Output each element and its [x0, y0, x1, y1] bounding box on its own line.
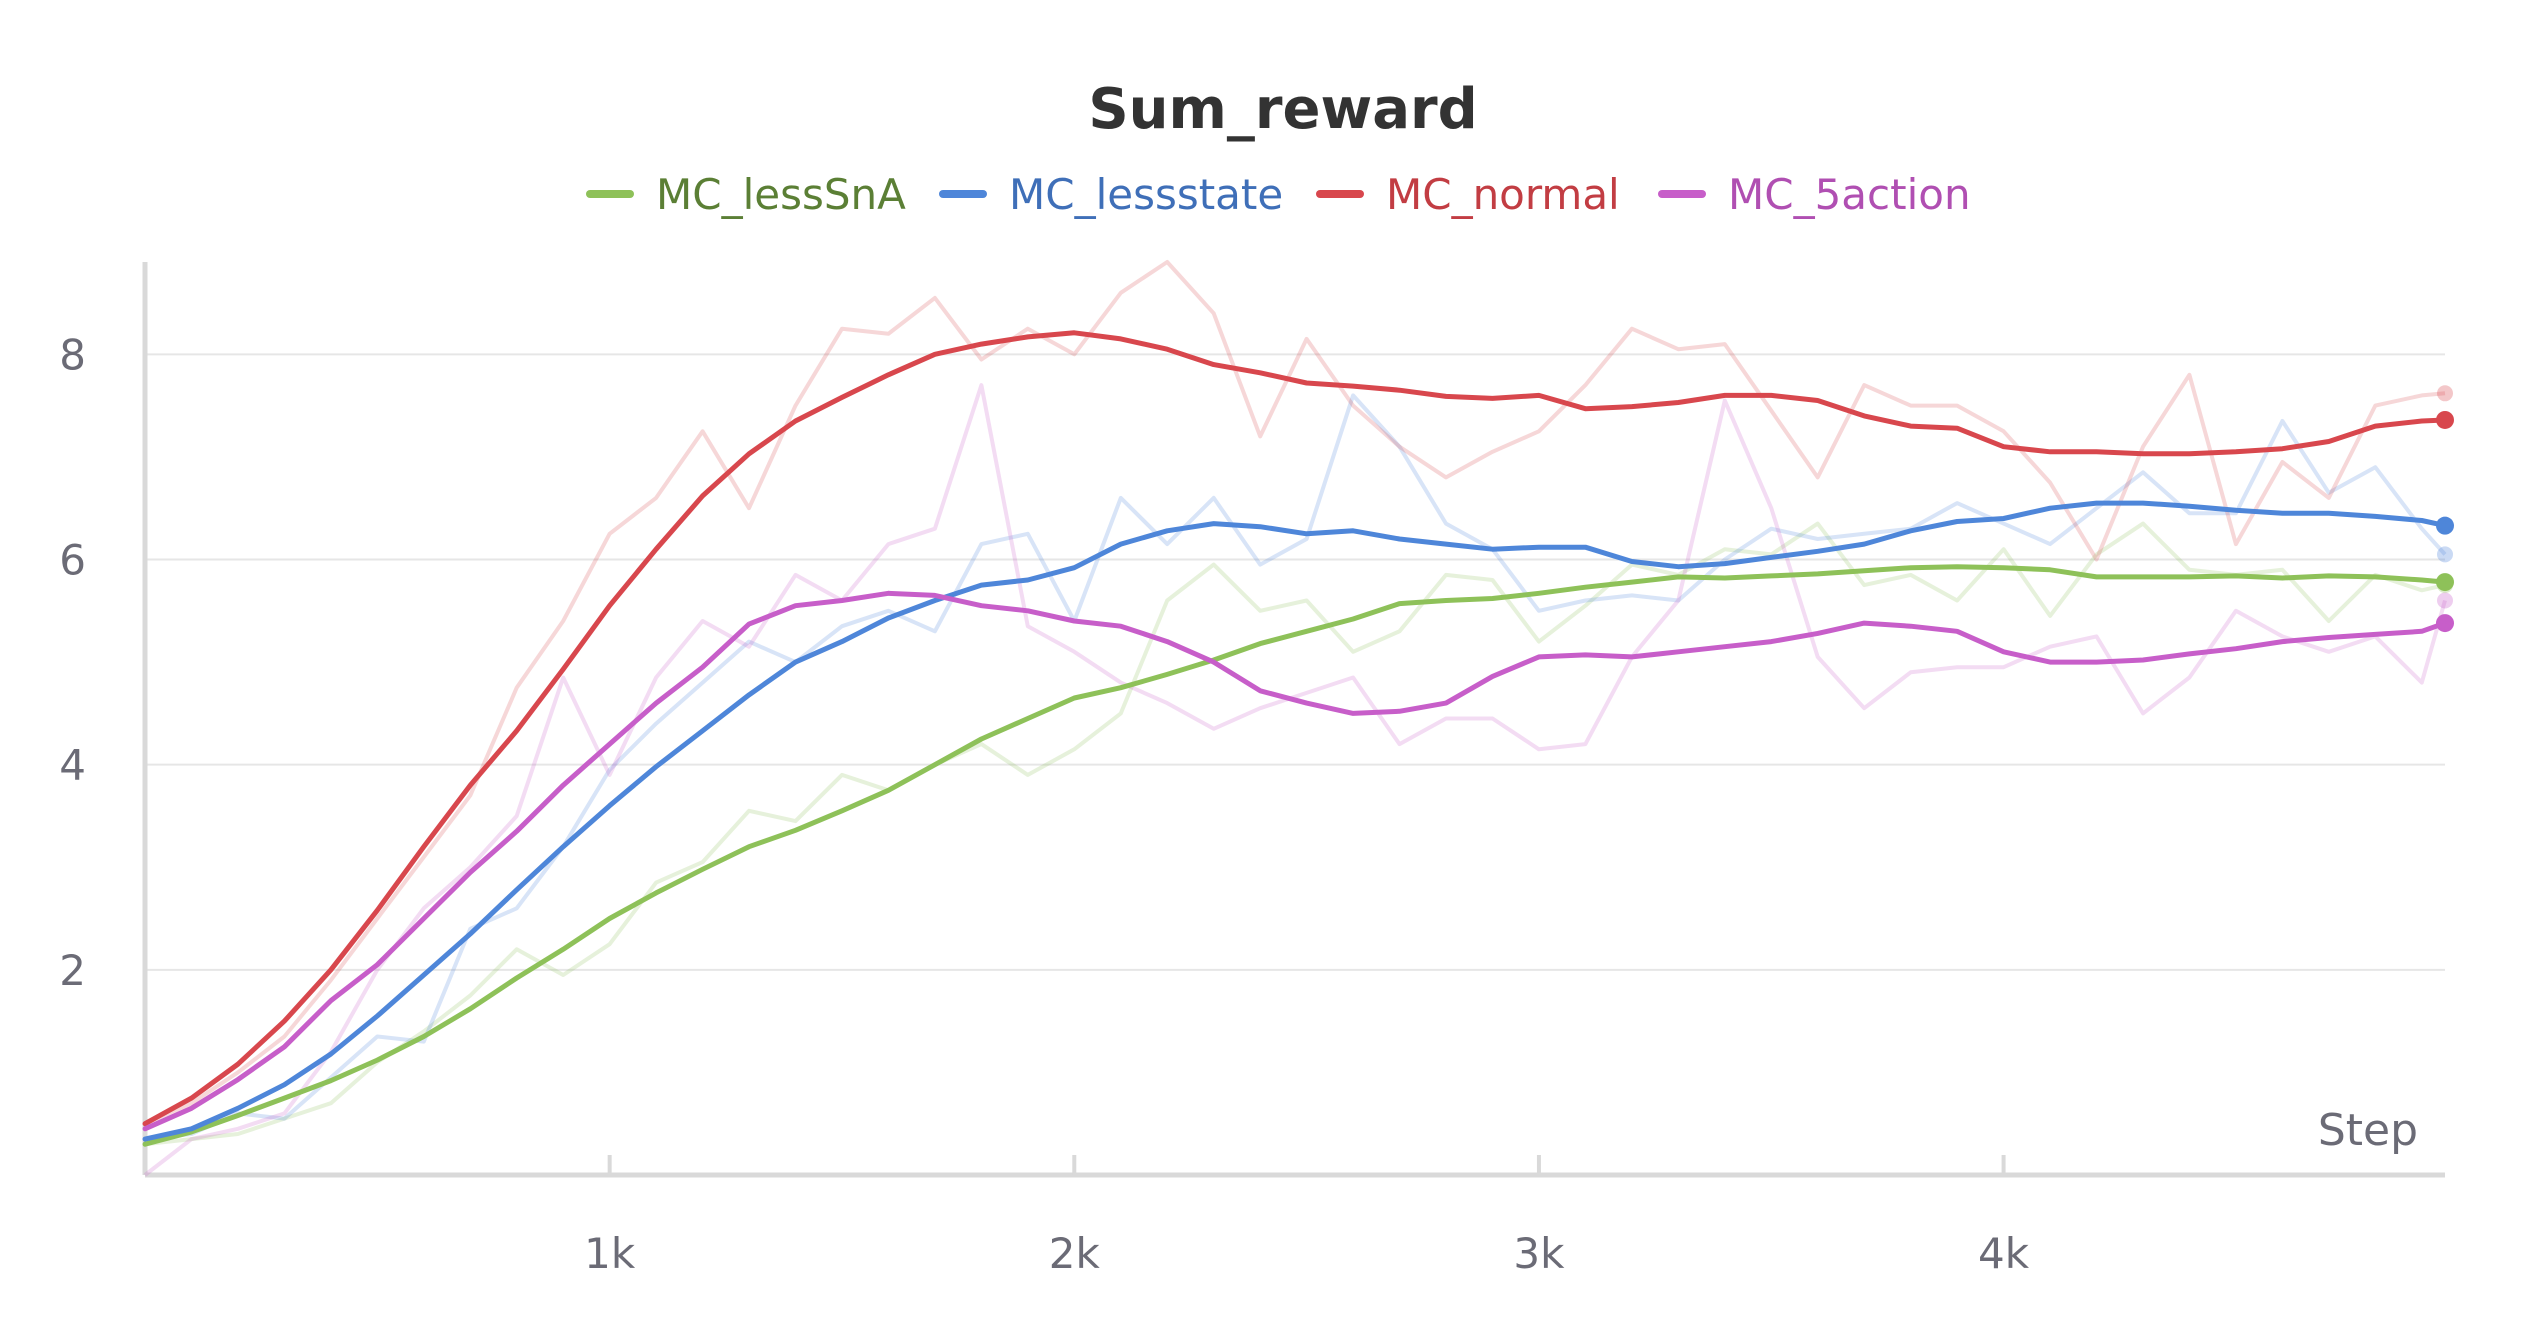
smoothed-line-MC_lessstate: [142, 500, 2448, 1142]
smoothed-end-point-MC_normal: [2436, 410, 2454, 429]
x-axis-title: Step: [2318, 1105, 2418, 1156]
x-tick-label-1000: 1k: [584, 1229, 636, 1278]
y-tick-label-6: 6: [59, 535, 86, 584]
raw-end-point-MC_normal: [2437, 385, 2453, 402]
x-tick-label-4000: 4k: [1978, 1229, 2030, 1278]
ticks: 2 4 6 8 1k 2k 3k 4k: [59, 330, 2030, 1278]
legend: MC_lessSnA MC_lessstate MC_normal MC_5actio…: [586, 170, 1971, 219]
smoothed-line-MC_normal: [142, 330, 2448, 1127]
legend-label-MC_5action[interactable]: MC_5action: [1728, 170, 1971, 219]
raw-line-MC_lessSnA: [144, 521, 2446, 1147]
raw-end-point-MC_lessstate: [2437, 546, 2453, 563]
y-tick-label-4: 4: [59, 741, 86, 790]
smoothed-series-lines: [142, 330, 2448, 1147]
smoothed-end-point-MC_lessSnA: [2436, 573, 2454, 592]
raw-end-point-MC_5action: [2437, 592, 2453, 609]
raw-line-MC_normal: [144, 260, 2446, 1126]
smoothed-end-point-MC_5action: [2436, 614, 2454, 633]
smoothed-end-point-MC_lessstate: [2436, 516, 2454, 535]
x-tick-label-3000: 3k: [1513, 1229, 1565, 1278]
raw-series-lines: [143, 260, 2447, 1177]
x-tick-label-2000: 2k: [1049, 1229, 1101, 1278]
series-end-points: [2436, 385, 2454, 633]
raw-line-MC_lessstate: [144, 393, 2447, 1142]
chart-title: Sum_reward: [1088, 77, 1477, 142]
axes: [142, 262, 2445, 1178]
smoothed-line-MC_lessSnA: [142, 564, 2448, 1147]
smoothed-line-MC_5action: [142, 590, 2448, 1132]
legend-label-MC_lessstate[interactable]: MC_lessstate: [1009, 170, 1283, 219]
legend-label-MC_normal[interactable]: MC_normal: [1386, 170, 1620, 219]
y-tick-label-2: 2: [59, 946, 86, 995]
y-tick-label-8: 8: [59, 330, 86, 379]
legend-label-MC_lessSnA[interactable]: MC_lessSnA: [656, 170, 906, 219]
raw-line-MC_5action: [143, 383, 2447, 1177]
